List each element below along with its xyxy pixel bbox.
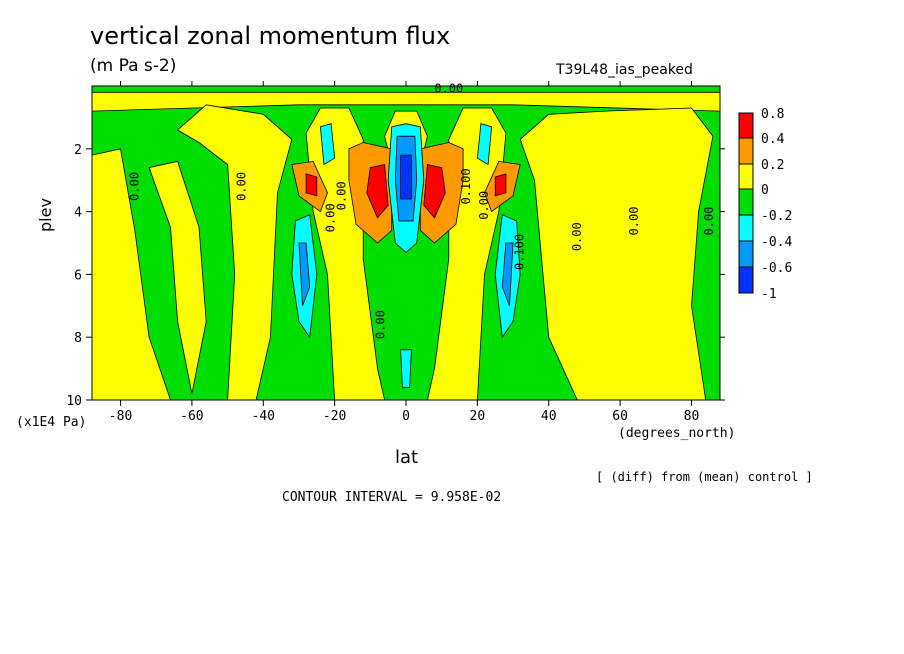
- legend-swatch: [738, 214, 754, 242]
- x-axis-units: (degrees_north): [618, 426, 736, 441]
- y-axis-units: (x1E4 Pa): [16, 415, 87, 430]
- contour-label: -0.100: [513, 234, 527, 277]
- contour-region-14: [305, 173, 318, 197]
- contour-region-12: [366, 164, 389, 219]
- contour-region-5: [426, 107, 507, 400]
- y-tick-label: 10: [66, 394, 82, 409]
- diff-note: [ (diff) from (mean) control ]: [596, 470, 813, 484]
- contour-region-21: [400, 349, 412, 388]
- legend-label: 0.2: [761, 158, 784, 173]
- contour-label: 0.00: [334, 181, 348, 210]
- contour-labels: 0.000.00 0.000.000.000.000.000.000.00 0.00…: [127, 82, 715, 339]
- chart-subtitle: (m Pa s-2): [90, 56, 177, 76]
- legend-label: -0.2: [761, 209, 792, 224]
- contour-region-0: [92, 91, 720, 112]
- contour-region-3: [176, 104, 293, 400]
- contour-label: 0.00: [374, 310, 388, 339]
- contour-region-23: [298, 242, 311, 306]
- legend-label: 0.8: [761, 107, 784, 122]
- y-tick-label: 2: [74, 143, 82, 158]
- contour-label: 0.00: [434, 82, 463, 96]
- x-tick-label: 0: [402, 409, 410, 424]
- contour-region-24: [501, 242, 514, 306]
- contour-region-20: [476, 123, 493, 166]
- legend-label: -0.4: [761, 235, 792, 250]
- contour-region-1: [92, 148, 171, 400]
- y-tick-label: 4: [74, 206, 82, 221]
- legend-swatch: [738, 112, 754, 139]
- contour-label: 0.100: [459, 168, 473, 204]
- x-axis: -80 -60 -40 -20 0 20 40 60 80: [109, 81, 699, 424]
- contour-label: 0.00: [477, 191, 491, 220]
- legend-swatch: [738, 137, 754, 165]
- contour-region-25: [400, 154, 412, 200]
- legend-label: 0.4: [761, 132, 785, 147]
- filled-contours: [92, 91, 720, 400]
- x-tick-label: -80: [109, 409, 132, 424]
- contour-region-2: [148, 160, 207, 394]
- x-tick-label: 60: [612, 409, 628, 424]
- legend-swatch: [738, 163, 754, 190]
- y-tick-label: 6: [74, 268, 82, 283]
- x-tick-label: 80: [684, 409, 700, 424]
- x-tick-label: 20: [470, 409, 486, 424]
- x-tick-label: -60: [180, 409, 203, 424]
- y-tick-label: 8: [74, 331, 82, 346]
- legend-label: -0.6: [761, 261, 792, 276]
- contour-region-13: [423, 164, 446, 219]
- contour-label: 0.00: [570, 222, 584, 251]
- legend-label: 0: [761, 183, 769, 198]
- color-legend: 0.8 0.4 0.2 0 -0.2 -0.4 -0.6 -1: [738, 107, 792, 302]
- legend-label: -1: [761, 287, 777, 302]
- x-tick-label: -20: [323, 409, 346, 424]
- legend-swatch: [738, 188, 754, 216]
- contour-region-15: [494, 173, 507, 197]
- contour-region-4: [305, 107, 386, 400]
- chart-title: vertical zonal momentum flux: [90, 22, 451, 50]
- legend-swatch: [738, 266, 754, 294]
- contour-label: 0.00: [234, 172, 248, 201]
- contour-interval: CONTOUR INTERVAL = 9.958E-02: [282, 490, 502, 505]
- contour-label: 0.00: [702, 207, 716, 236]
- contour-region-6: [519, 107, 714, 400]
- contour-region-19: [319, 123, 336, 166]
- contour-label: 0.00: [627, 207, 641, 236]
- legend-swatch: [738, 240, 754, 268]
- x-tick-label: 40: [541, 409, 557, 424]
- contour-label: 0.00: [127, 172, 141, 201]
- contour-label: 0.00: [324, 203, 338, 232]
- x-tick-label: -40: [252, 409, 275, 424]
- run-label: T39L48_ias_peaked: [556, 62, 693, 78]
- x-axis-label: lat: [395, 447, 419, 468]
- y-axis: 2 4 6 8 10: [66, 143, 725, 409]
